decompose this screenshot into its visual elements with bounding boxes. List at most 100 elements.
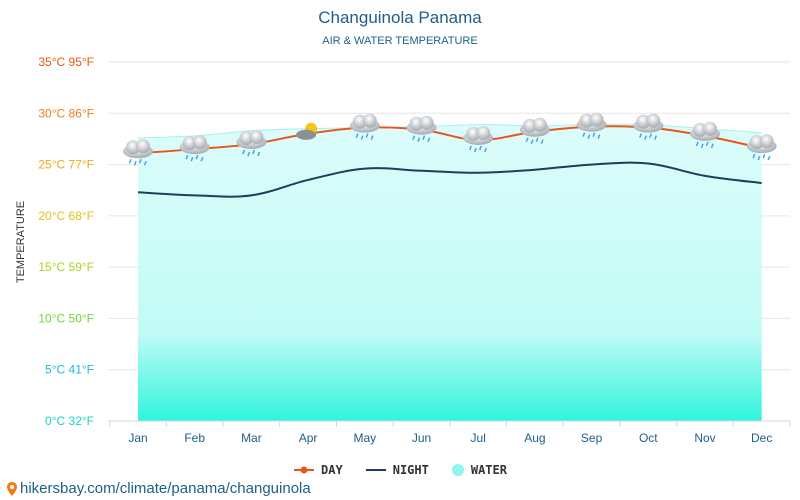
location-pin-icon	[7, 481, 17, 496]
y-tick-label: 35°C 95°F	[38, 55, 94, 69]
rain-drop	[483, 147, 487, 153]
x-tick-label: Mar	[241, 431, 262, 445]
rain-drop	[422, 135, 426, 140]
night-line	[137, 161, 762, 198]
rain-drop	[190, 156, 194, 162]
rain-drop	[762, 153, 766, 159]
cloud-shape	[249, 130, 264, 145]
x-tick-label: Dec	[751, 431, 772, 445]
legend-label-day: DAY	[321, 463, 343, 477]
cloud-rain-icon	[633, 113, 664, 140]
cloud-shape	[476, 125, 491, 140]
cloud-rain-icon	[519, 117, 550, 145]
y-tick-label: 20°C 68°F	[38, 209, 94, 223]
rain-drop	[412, 135, 416, 140]
y-tick-label: 25°C 77°F	[38, 158, 94, 172]
rain-drop	[587, 134, 591, 139]
rain-drop	[252, 149, 256, 155]
x-tick-label: Oct	[639, 431, 658, 445]
rain-drop	[639, 133, 643, 138]
legend-label-night: NIGHT	[392, 463, 429, 477]
cloud-rain-icon	[576, 112, 607, 139]
source-text: hikersbay.com/climate/panama/changuinola	[20, 480, 311, 497]
partly-sunny-icon	[296, 122, 318, 140]
x-tick-label: Aug	[524, 431, 545, 445]
rain-drop	[478, 145, 482, 151]
y-tick-label: 30°C 86°F	[38, 106, 94, 120]
cloud-shape	[589, 112, 604, 127]
legend-item-water[interactable]: WATER	[451, 463, 507, 477]
rain-drop	[133, 161, 137, 166]
rain-drop	[427, 137, 431, 142]
x-tick-label: May	[353, 431, 376, 445]
rain-drop	[700, 143, 704, 149]
cloud-rain-icon	[349, 113, 380, 140]
rain-drop	[710, 143, 714, 149]
rain-drop	[752, 153, 756, 159]
water-area	[138, 124, 762, 421]
cloud-shape	[362, 113, 377, 128]
cloud-rain-icon	[463, 125, 494, 153]
cloud-rain-icon	[690, 121, 720, 149]
cloud-rain-icon	[123, 139, 153, 166]
cloud-rain-icon	[236, 130, 267, 157]
cloud-shape	[296, 129, 317, 140]
rain-drop	[138, 159, 142, 164]
rain-drop	[705, 141, 709, 147]
rain-drop	[540, 139, 544, 145]
chart-subtitle: AIR & WATER TEMPERATURE	[322, 35, 478, 47]
legend-water-marker	[451, 464, 464, 476]
cloud-shape	[703, 121, 717, 136]
rain-drop	[757, 155, 761, 161]
rain-drop	[535, 137, 539, 143]
cloud-shape	[136, 139, 150, 154]
cloud-rain-icon	[179, 135, 210, 162]
rain-drop	[242, 149, 246, 155]
rain-drop	[370, 135, 374, 140]
rain-drop	[473, 147, 477, 153]
y-tick-label: 5°C 41°F	[45, 363, 94, 377]
y-tick-label: 10°C 50°F	[38, 311, 94, 325]
cloud-shape	[419, 115, 434, 130]
cloud-rain-icon	[406, 115, 437, 142]
x-tick-label: Apr	[299, 431, 318, 445]
x-tick-label: Jul	[471, 431, 486, 445]
rain-drop	[200, 156, 204, 162]
chart-legend: DAY NIGHT WATER	[0, 463, 800, 477]
rain-drop	[597, 134, 601, 139]
cloud-rain-icon	[746, 134, 777, 161]
source-link[interactable]: hikersbay.com/climate/panama/changuinola	[6, 480, 311, 497]
legend-night-marker	[365, 469, 386, 471]
cloud-shape	[192, 135, 207, 150]
x-tick-label: Jan	[128, 431, 147, 445]
rain-drop	[644, 135, 648, 140]
rain-drop	[355, 133, 359, 138]
rain-drop	[582, 132, 586, 137]
legend-item-day[interactable]: DAY	[293, 463, 343, 477]
rain-drop	[185, 154, 189, 160]
rain-drop	[525, 137, 529, 143]
rain-drop	[767, 155, 771, 161]
rain-drop	[654, 135, 658, 140]
rain-drop	[649, 133, 653, 138]
y-tick-label: 15°C 59°F	[38, 260, 94, 274]
rain-drop	[360, 135, 364, 140]
chart-title: Changuinola Panama	[318, 8, 482, 27]
rain-drop	[695, 141, 699, 147]
x-tick-label: Nov	[694, 431, 715, 445]
legend-item-night[interactable]: NIGHT	[365, 463, 429, 477]
rain-drop	[247, 151, 251, 157]
x-tick-label: Feb	[184, 431, 205, 445]
x-tick-label: Sep	[581, 431, 603, 445]
rain-drop	[195, 154, 199, 160]
rain-drop	[365, 133, 369, 138]
rain-drop	[143, 161, 147, 166]
cloud-shape	[759, 134, 774, 149]
rain-drop	[530, 139, 534, 145]
rain-drop	[417, 137, 421, 142]
cloud-shape	[532, 117, 547, 132]
rain-drop	[257, 151, 261, 157]
legend-day-marker	[294, 466, 315, 474]
rain-drop	[128, 159, 132, 164]
